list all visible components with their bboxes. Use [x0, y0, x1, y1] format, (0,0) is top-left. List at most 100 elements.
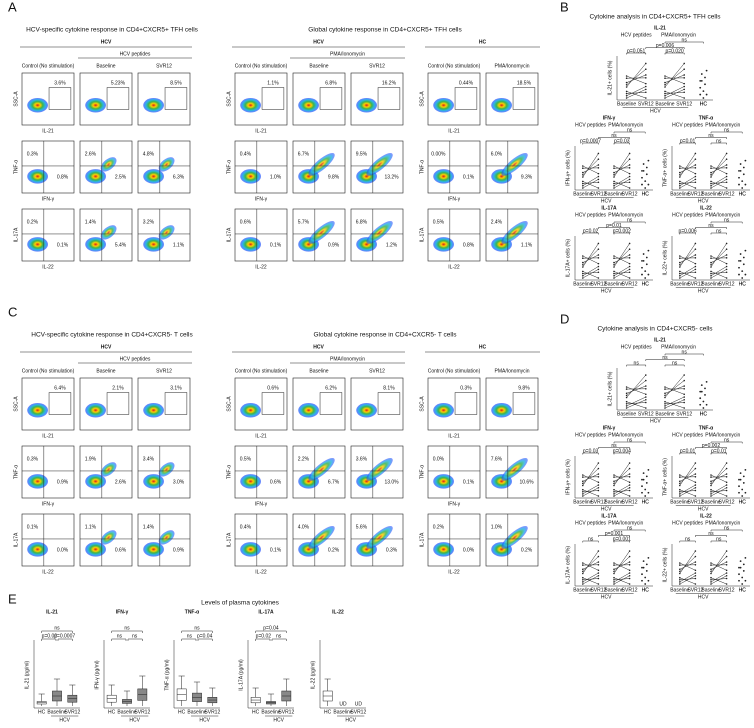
density-blob: [240, 169, 261, 184]
group-label: PMA/Ionomycin: [705, 212, 740, 218]
x-axis-label: IL-21: [448, 433, 460, 439]
paired-line: [626, 89, 646, 99]
dot: [725, 257, 728, 259]
dot: [613, 562, 615, 564]
dot: [582, 270, 584, 273]
dot: [679, 495, 681, 497]
panel-letter: E: [8, 591, 17, 606]
x-axis-label: IL-21: [255, 128, 267, 134]
dot: [582, 568, 584, 571]
paired-line: [613, 176, 630, 187]
group-label: PMA/Ionomycin: [705, 122, 740, 128]
p-value: p=0.01: [606, 223, 622, 229]
quadrant-percent: 0.4%: [240, 524, 252, 530]
y-axis-label: IL-22+ cells (%): [662, 547, 668, 582]
paired-line: [710, 575, 727, 585]
quadrant-percent: 3.0%: [173, 480, 185, 486]
p-value: p=0.0007: [54, 633, 75, 639]
paired-line: [710, 254, 727, 263]
dot: [628, 277, 631, 279]
dot: [694, 152, 697, 155]
dot: [683, 82, 685, 85]
x-axis-label: IL-22: [255, 264, 267, 270]
dot: [597, 181, 600, 184]
p-value: ns: [685, 536, 691, 542]
dot: [725, 561, 728, 563]
dot: [641, 478, 643, 481]
gate: [261, 87, 285, 110]
paired-line: [679, 561, 696, 570]
dot: [582, 581, 584, 583]
significance-bracket: [626, 364, 647, 367]
plot-name: IL-17A: [258, 609, 274, 615]
y-axis-label: IFN-γ (pg/ml): [94, 660, 100, 690]
gate: [261, 392, 285, 415]
dot: [613, 572, 615, 575]
axis: [33, 640, 80, 709]
p-value: ns: [724, 127, 730, 133]
dot: [738, 566, 740, 569]
paired-line: [679, 562, 696, 571]
paired-line: [613, 473, 630, 482]
dot: [582, 572, 584, 575]
significance-bracket: [255, 638, 271, 641]
paired-line: [613, 249, 630, 265]
axis: [574, 544, 653, 587]
paired-line: [710, 153, 727, 178]
dot: [628, 172, 631, 175]
dot: [645, 379, 647, 382]
paired-line: [582, 562, 599, 571]
paired-line: [626, 91, 646, 94]
dot: [641, 176, 643, 179]
x-axis-label: IL-22: [448, 264, 460, 270]
density-cloud: [143, 462, 175, 489]
y-axis-label: IL-17A+ cells (%): [565, 546, 571, 585]
gate-percent: 6.4%: [54, 386, 66, 392]
y-axis-label: TNF-α+ cells (%): [662, 458, 668, 496]
significance-bracket: [111, 638, 127, 641]
dot: [694, 175, 697, 178]
column-label: Control (No stimulation): [235, 63, 288, 69]
paired-line: [613, 484, 630, 495]
dot: [738, 266, 740, 269]
dot: [738, 259, 740, 262]
dot: [725, 583, 728, 585]
flow-plot-frame: [234, 445, 288, 499]
density-blob: [433, 169, 454, 184]
group-label: HCV: [59, 717, 70, 723]
gate: [377, 392, 401, 415]
x-tick-label: SVR12: [687, 587, 703, 593]
group-label: PMA/Ionomycin: [608, 122, 643, 128]
dot: [741, 488, 744, 491]
group-label: HCV peptides: [575, 212, 606, 218]
x-tick-label: HC: [642, 499, 650, 505]
density-tail: [158, 225, 175, 240]
significance-bracket: [197, 638, 213, 641]
quadrant-percent: 0.9%: [328, 243, 340, 249]
density-blob: [240, 542, 261, 557]
dot: [725, 550, 728, 552]
quadrant-percent: 4.8%: [143, 151, 155, 157]
plot-name: IL-17A: [601, 513, 617, 519]
dot: [738, 169, 740, 172]
p-value: p=0.02: [583, 228, 599, 234]
quadrant-percent: 0.5%: [240, 456, 252, 462]
paired-line: [613, 271, 630, 274]
dot: [597, 462, 600, 464]
dot: [710, 261, 712, 264]
dot: [628, 563, 631, 566]
group-label: HCV: [273, 717, 284, 723]
x-tick-label: SVR12: [687, 191, 703, 197]
dot: [597, 481, 600, 484]
dot: [628, 473, 631, 475]
x-tick-label: SVR12: [638, 101, 654, 107]
paired-line: [626, 402, 646, 405]
density-cloud: [27, 402, 48, 418]
group-label: HCV peptides: [672, 122, 703, 128]
flow-plot-frame: [21, 445, 75, 499]
dot: [647, 468, 650, 471]
dot: [641, 491, 643, 494]
paired-line: [679, 181, 696, 189]
dot: [683, 74, 685, 76]
dot: [628, 265, 631, 268]
